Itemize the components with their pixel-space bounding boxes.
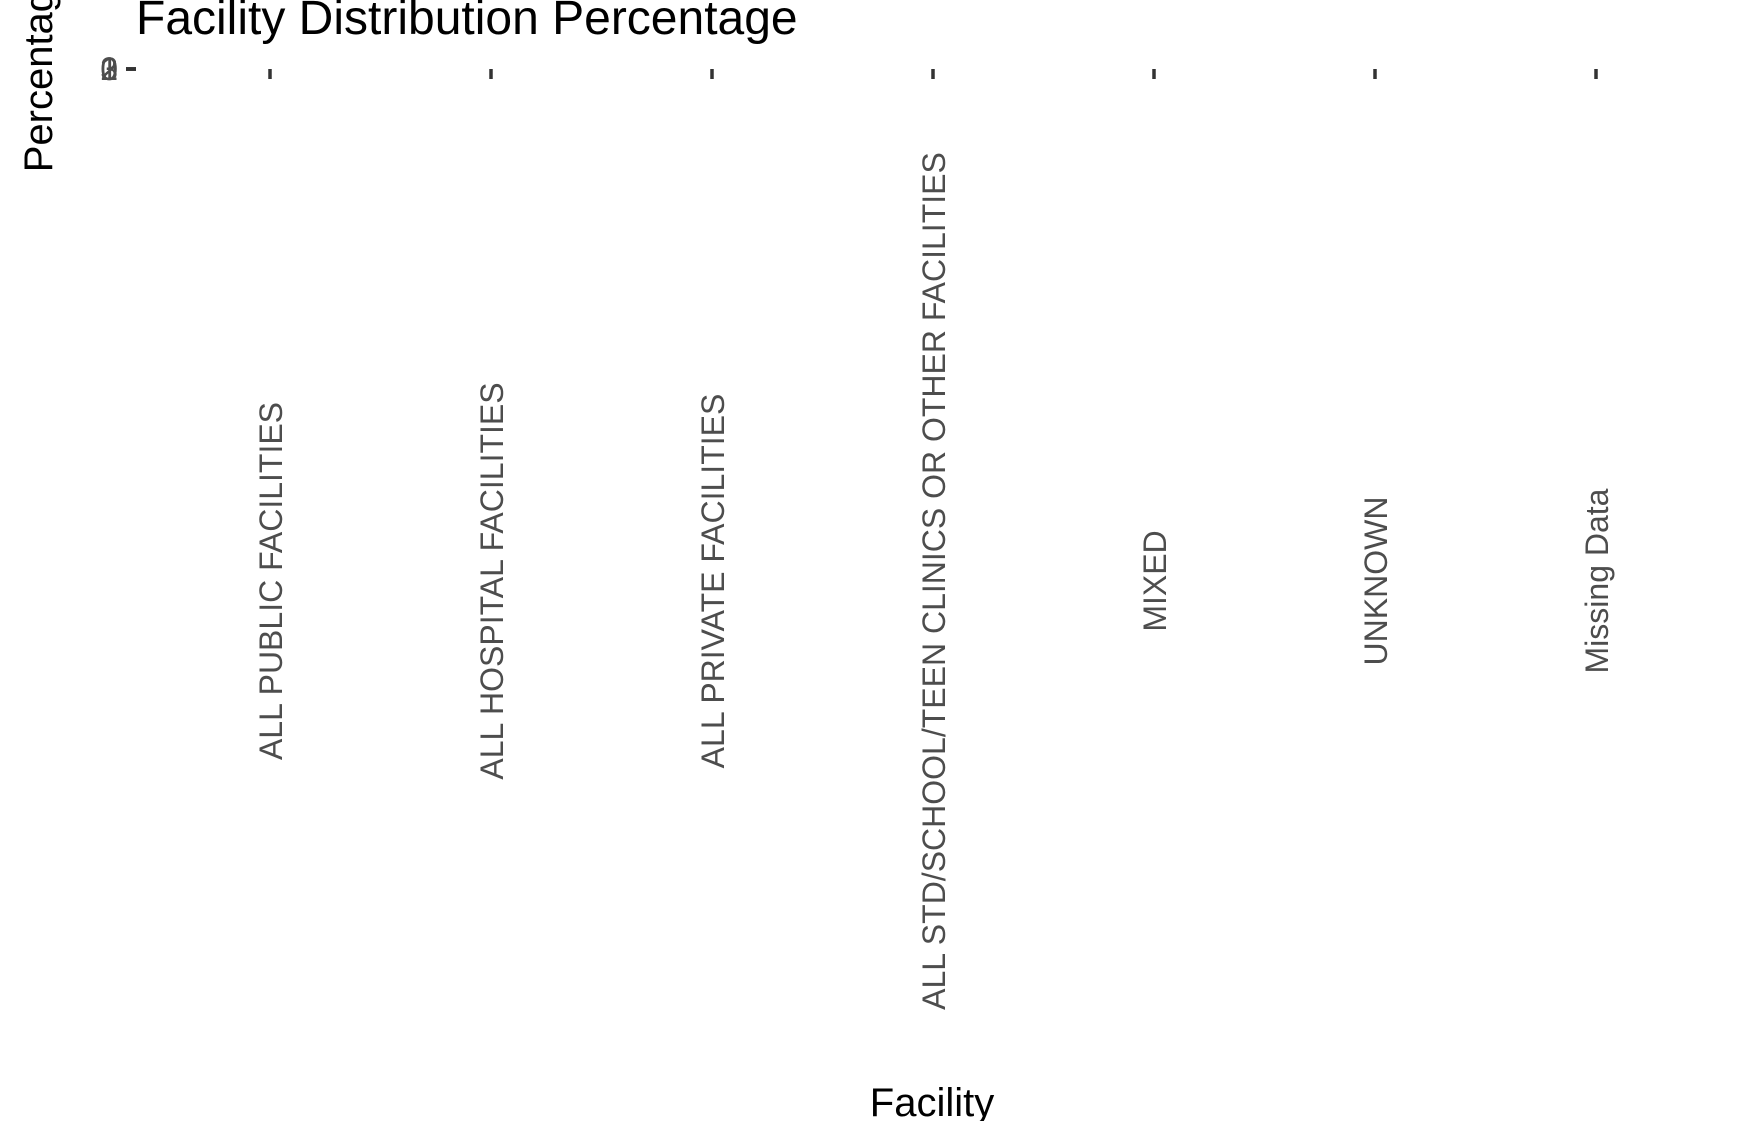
chart-title: Facility Distribution Percentage bbox=[136, 0, 798, 45]
y-axis-title: Percentage bbox=[17, 0, 61, 172]
x-axis-title: Facility bbox=[870, 1081, 994, 1121]
y-tick-label: 3 bbox=[100, 51, 118, 87]
x-tick-label: ALL HOSPITAL FACILITIES bbox=[474, 382, 510, 779]
x-tick-label: ALL PRIVATE FACILITIES bbox=[695, 394, 731, 769]
x-tick-label: ALL PUBLIC FACILITIES bbox=[253, 402, 289, 760]
y-tick-label: 1 bbox=[100, 51, 118, 87]
x-tick-label: ALL STD/SCHOOL/TEEN CLINICS OR OTHER FAC… bbox=[916, 152, 952, 1010]
x-tick-label: Missing Data bbox=[1579, 488, 1615, 673]
y-tick-label: 0 bbox=[100, 51, 118, 87]
y-tick-label: 2 bbox=[100, 51, 118, 87]
x-axis: ALL PUBLIC FACILITIES ALL HOSPITAL FACILI… bbox=[253, 69, 1615, 1010]
x-tick-label: MIXED bbox=[1137, 530, 1173, 631]
x-tick-label: UNKNOWN bbox=[1358, 497, 1394, 666]
